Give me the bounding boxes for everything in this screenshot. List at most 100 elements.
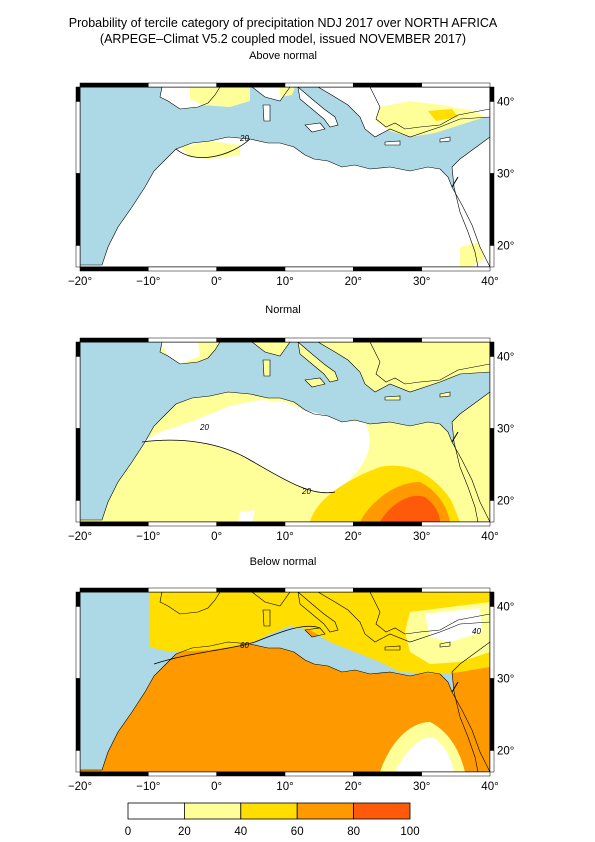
contour-label: 40 (472, 627, 481, 636)
frame-segment (75, 678, 81, 751)
legend-bin (296, 802, 355, 820)
lon-tick-label: 40° (481, 276, 498, 288)
lon-tick-label: 10° (276, 276, 293, 288)
frame-segment (75, 500, 81, 523)
frame-segment (353, 82, 422, 88)
frame-segment (148, 266, 217, 272)
frame-segment (353, 266, 422, 272)
legend-bin (127, 802, 185, 820)
frame-segment (216, 82, 286, 88)
lon-tick-label: 10° (276, 531, 293, 543)
lon-tick-label: −10° (136, 276, 160, 288)
lat-tick-label: 30° (497, 168, 514, 180)
lon-tick-label: −20° (68, 531, 92, 543)
frame-segment (75, 173, 81, 246)
lon-tick-label: 20° (345, 781, 362, 793)
frame-segment (421, 337, 491, 343)
frame-segment (216, 587, 286, 593)
prob-region-0-20 (238, 510, 255, 522)
frame-segment (216, 521, 286, 527)
frame-segment (489, 678, 495, 751)
frame-segment (216, 337, 286, 343)
panel1-frame: −20° −10° 0° 10° 20° 30° 40° 40° 30° 20° (68, 82, 514, 288)
lat-tick-label: 40° (497, 601, 514, 613)
frame-segment (75, 101, 81, 174)
lat-tick-label: 30° (497, 673, 514, 685)
contour-label: 20 (199, 423, 209, 432)
frame-segment (284, 521, 354, 527)
frame-segment (75, 341, 81, 357)
frame-segment (489, 428, 495, 501)
lon-tick-label: 40° (481, 781, 498, 793)
prob-region-20-40 (180, 141, 240, 159)
frame-segment (148, 771, 217, 777)
frame-segment (216, 771, 286, 777)
panel2-title: Normal (265, 304, 301, 316)
frame-segment (79, 521, 149, 527)
frame-segment (79, 266, 149, 272)
legend-tick-label: 40 (234, 826, 247, 838)
frame-segment (353, 771, 422, 777)
frame-segment (353, 337, 422, 343)
lat-tick-label: 20° (497, 495, 514, 507)
frame-segment (353, 587, 422, 593)
lon-tick-label: 0° (211, 781, 222, 793)
frame-segment (79, 337, 149, 343)
frame-segment (75, 356, 81, 429)
color-legend: 0 20 40 60 80 100 (125, 802, 420, 838)
lon-tick-label: 20° (345, 531, 362, 543)
prob-region-40-60 (150, 592, 490, 674)
frame-segment (148, 82, 217, 88)
lon-tick-label: 20° (345, 276, 362, 288)
prob-region-0-20 (142, 400, 370, 493)
frame-segment (489, 86, 495, 102)
frame-segment (216, 266, 286, 272)
prob-region-20-40 (190, 87, 250, 107)
frame-segment (489, 101, 495, 174)
figure-title: Probability of tercile category of preci… (68, 16, 498, 30)
frame-segment (489, 500, 495, 523)
frame-segment (421, 82, 491, 88)
lon-tick-label: 10° (276, 781, 293, 793)
lon-tick-label: 40° (481, 531, 498, 543)
lon-tick-label: 30° (413, 276, 430, 288)
frame-segment (75, 245, 81, 268)
prob-region-20-40 (460, 242, 485, 267)
frame-segment (148, 521, 217, 527)
frame-segment (284, 82, 354, 88)
panel1-title: Above normal (249, 50, 317, 62)
prob-region-0-20 (425, 608, 482, 642)
contour-label: 20 (301, 487, 311, 496)
lat-tick-label: 40° (497, 351, 514, 363)
lon-tick-label: −10° (136, 781, 160, 793)
prob-region-0-20 (160, 342, 200, 364)
frame-segment (75, 428, 81, 501)
panel3-title: Below normal (249, 556, 317, 568)
legend-tick-label: 20 (178, 826, 191, 838)
frame-segment (421, 587, 491, 593)
frame-segment (79, 82, 149, 88)
frame-segment (148, 337, 217, 343)
prob-region-0-20 (395, 737, 454, 772)
frame-segment (421, 771, 491, 777)
lon-tick-label: 0° (211, 531, 222, 543)
legend-tick-label: 60 (291, 826, 304, 838)
panel3-frame: −20° −10° 0° 10° 20° 30° 40° 40° 30° 20° (68, 587, 514, 793)
prob-region-20-40 (280, 87, 295, 97)
lon-tick-label: −20° (68, 276, 92, 288)
frame-segment (75, 591, 81, 607)
lon-tick-label: 30° (413, 531, 430, 543)
frame-segment (421, 266, 491, 272)
frame-segment (489, 356, 495, 429)
legend-tick-label: 100 (400, 826, 419, 838)
legend-tick-label: 0 (125, 826, 131, 838)
lat-tick-label: 20° (497, 240, 514, 252)
contour-label: 60 (240, 641, 249, 650)
frame-segment (75, 606, 81, 679)
lat-tick-label: 40° (497, 96, 514, 108)
frame-segment (284, 587, 354, 593)
lat-tick-label: 20° (497, 745, 514, 757)
frame-segment (489, 341, 495, 357)
frame-segment (75, 86, 81, 102)
